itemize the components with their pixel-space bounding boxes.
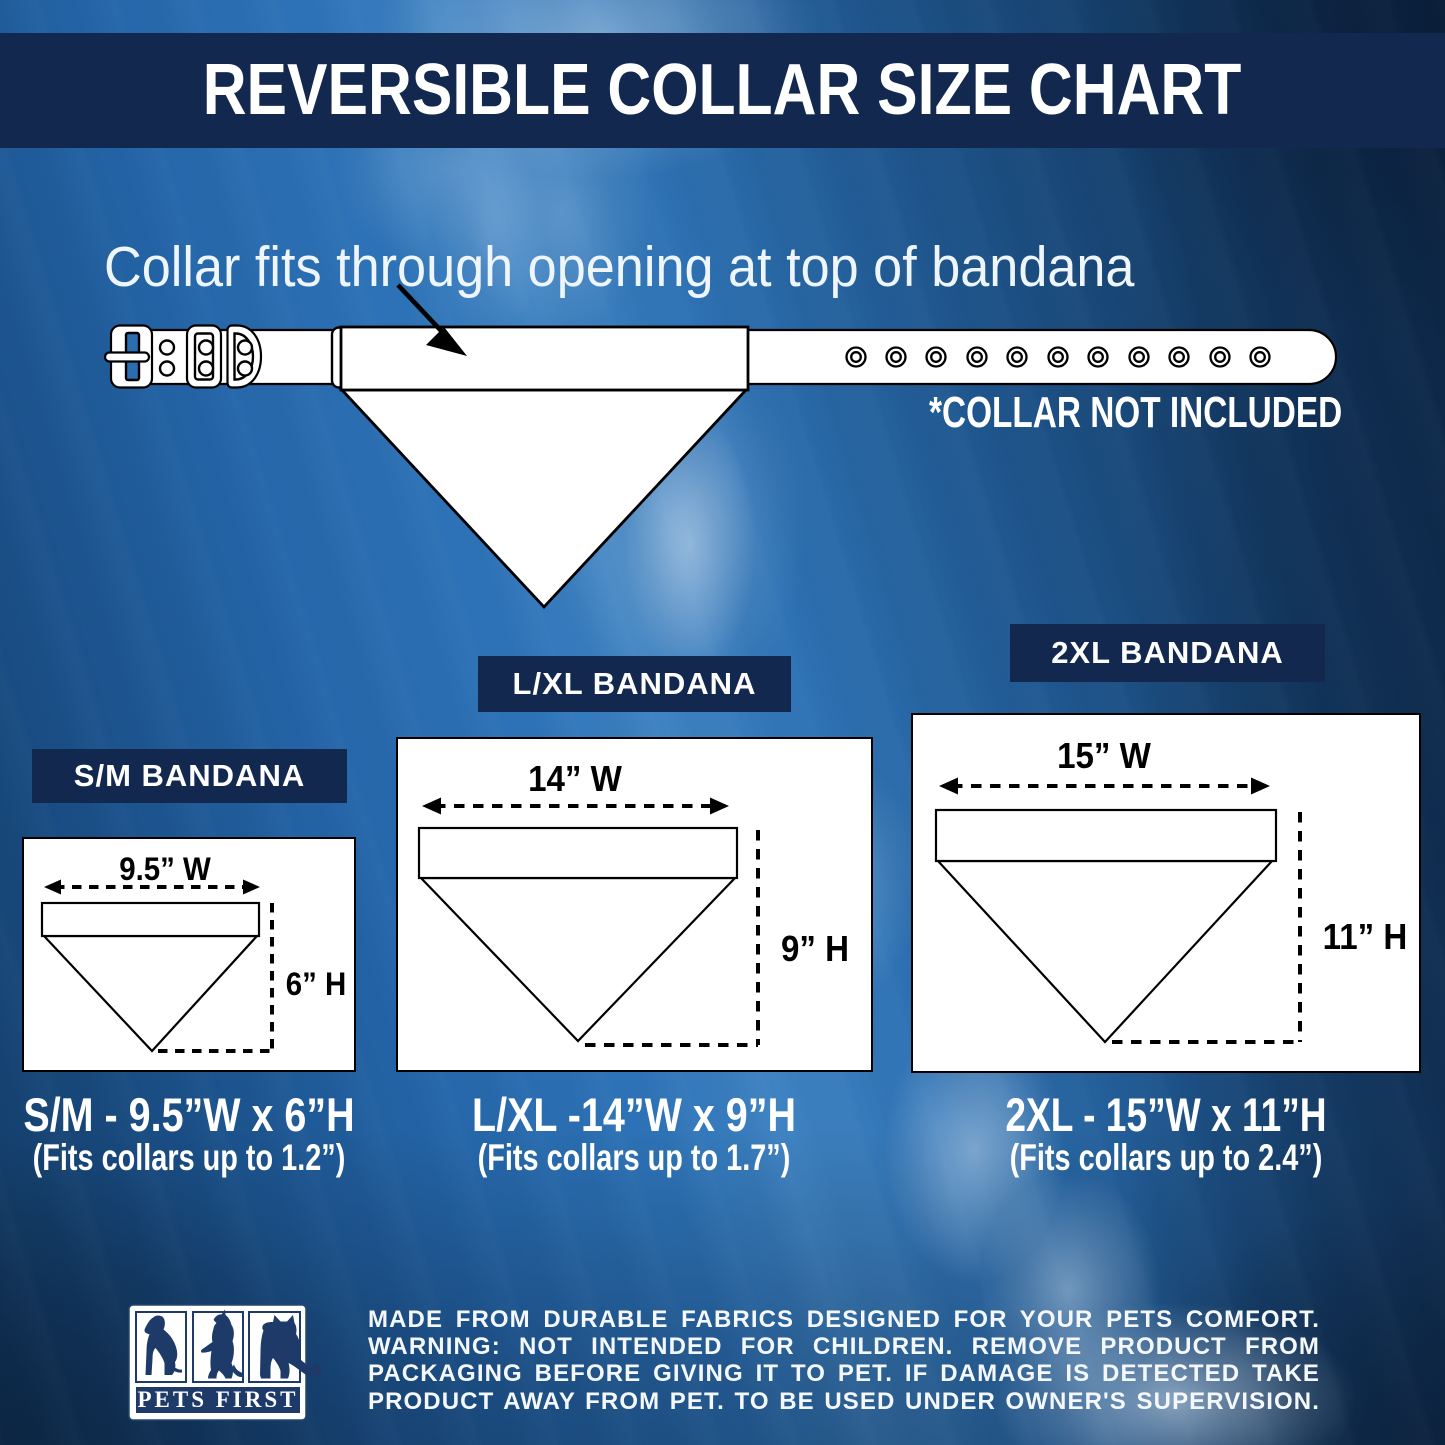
svg-text:6” H: 6” H [286, 966, 347, 1002]
svg-text:14” W: 14” W [528, 760, 622, 800]
svg-text:PETS FIRST: PETS FIRST [137, 1387, 298, 1412]
svg-text:11” H: 11” H [1323, 918, 1408, 958]
svg-text:9” H: 9” H [781, 930, 849, 970]
svg-text:9.5” W: 9.5” W [119, 851, 211, 887]
svg-text:15” W: 15” W [1057, 737, 1151, 777]
